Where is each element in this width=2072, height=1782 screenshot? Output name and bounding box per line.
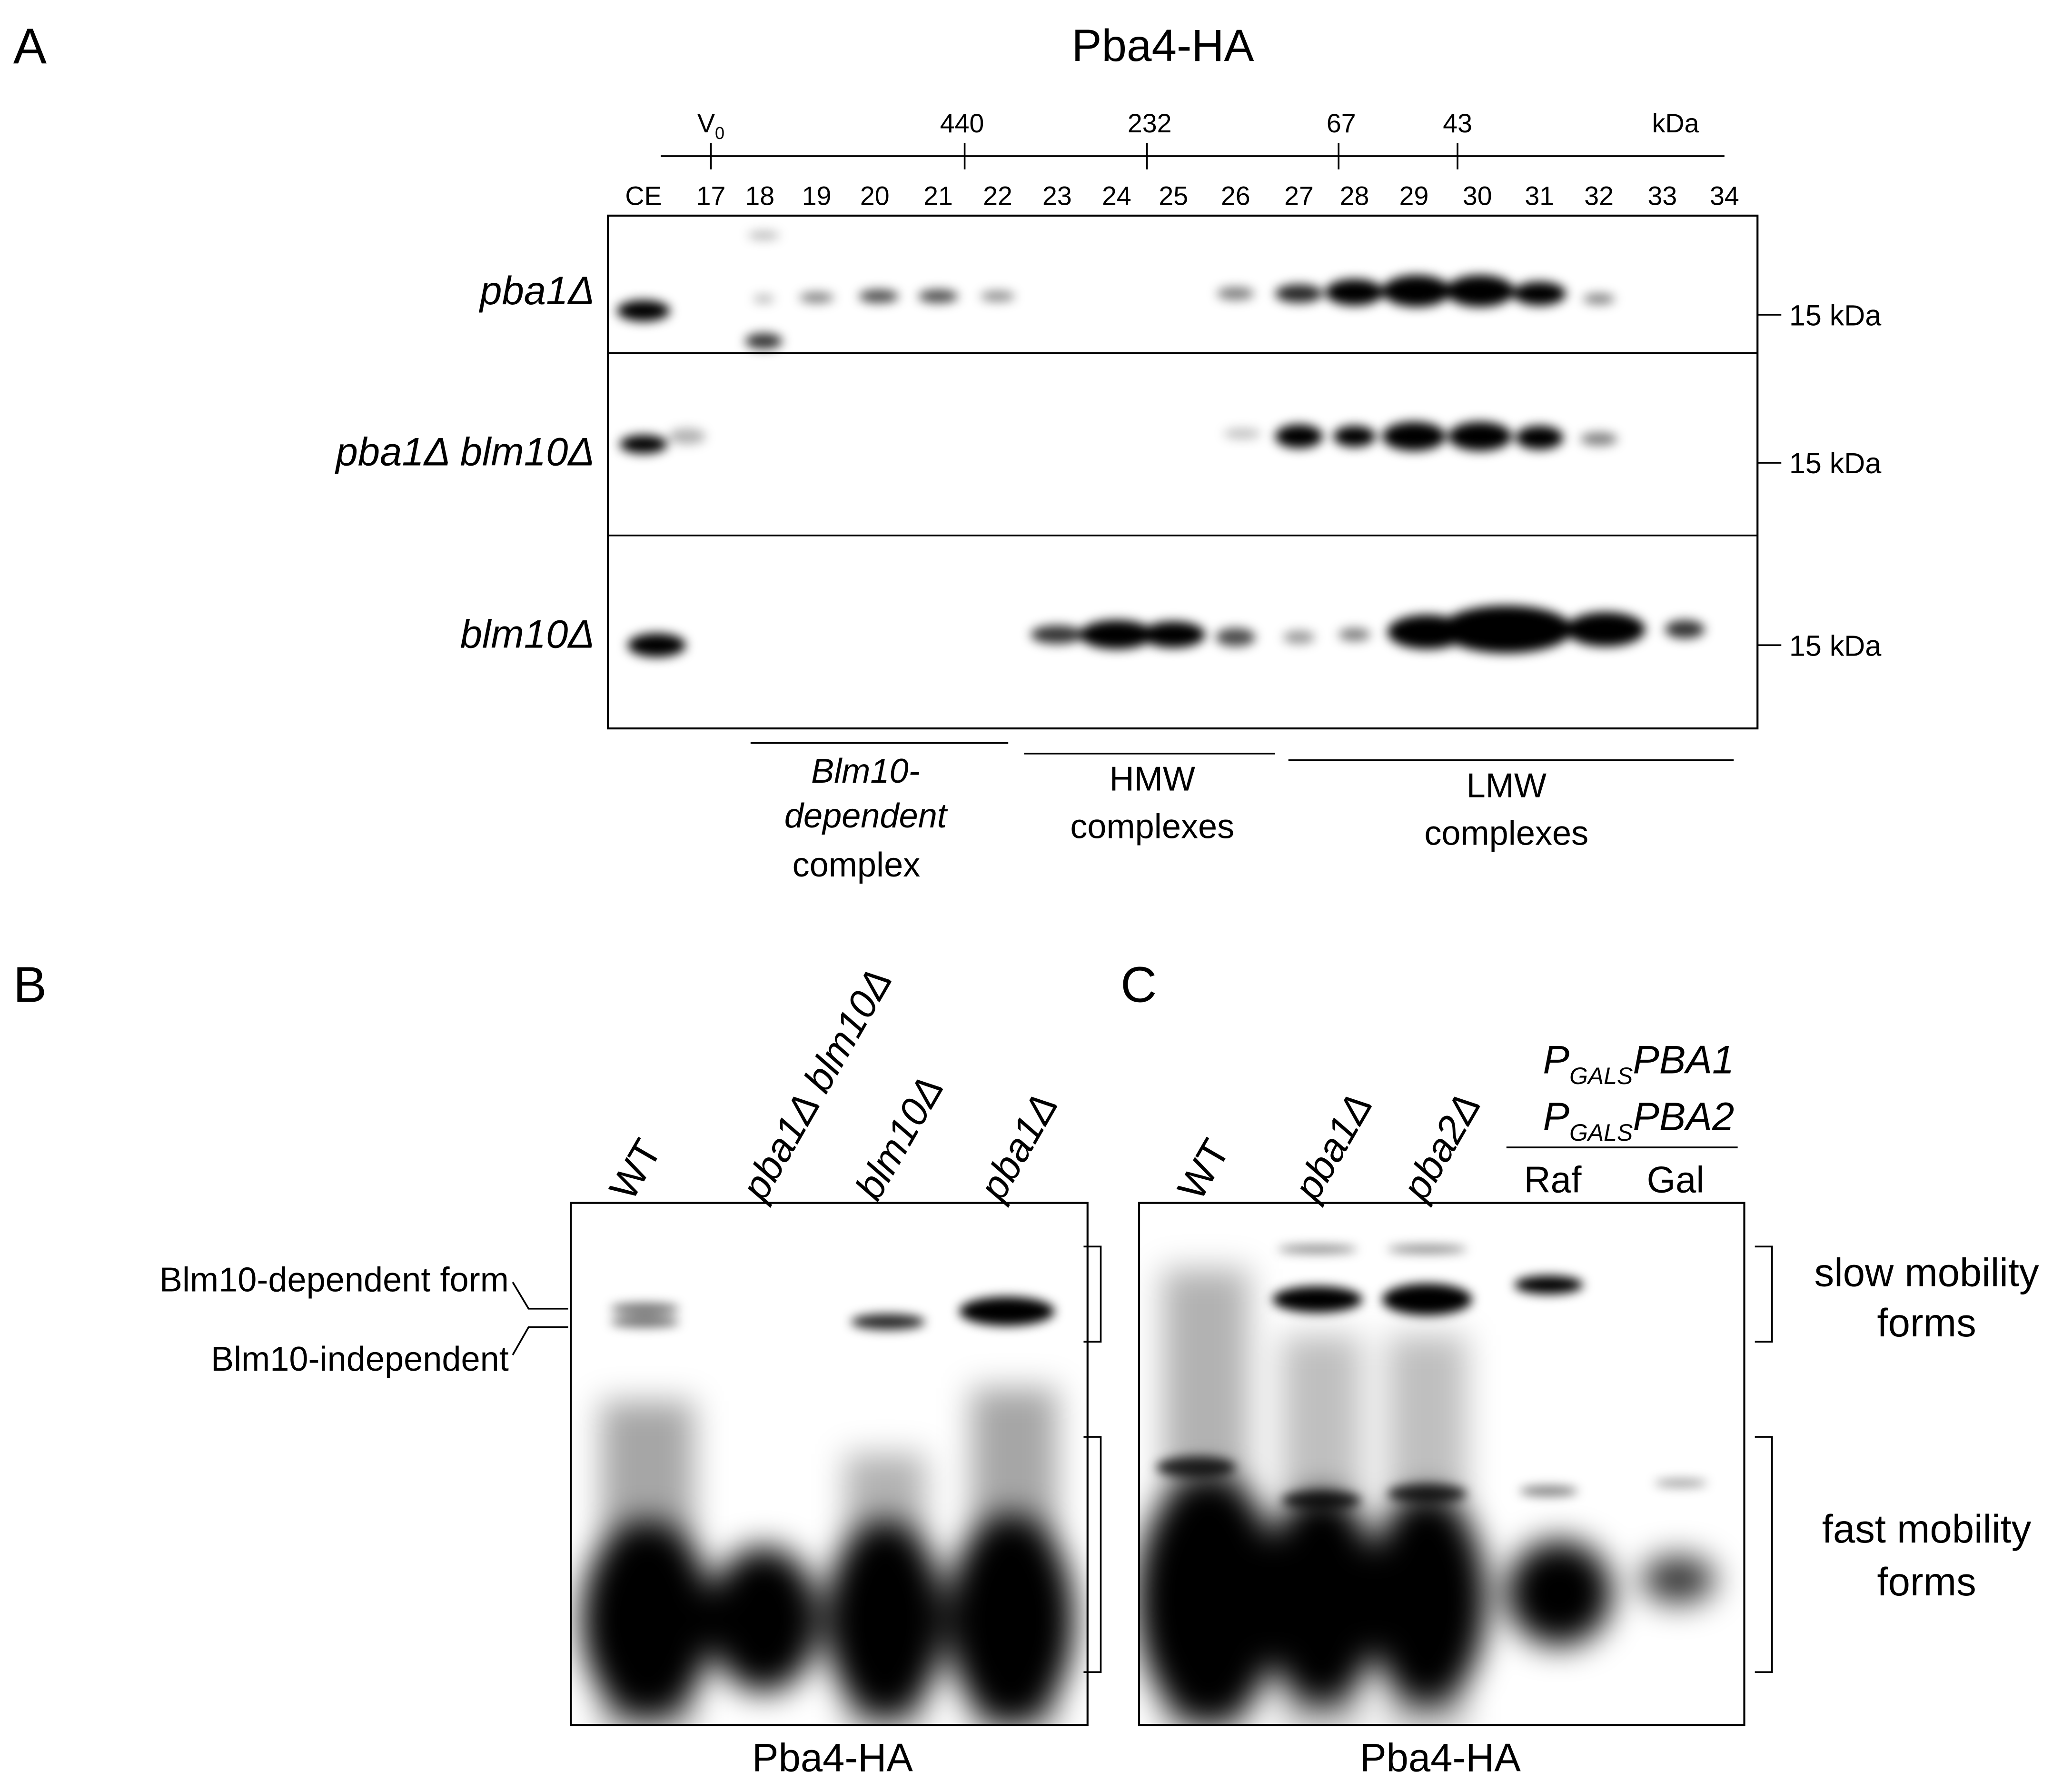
- lane-label: CE: [625, 181, 662, 211]
- lane-label: 23: [1042, 181, 1072, 211]
- bands: [1139, 1245, 1715, 1725]
- lane-label: pba1Δ: [1285, 1085, 1381, 1208]
- caption: Pba4-HA: [1360, 1735, 1521, 1780]
- marker-unit: kDa: [1652, 109, 1699, 138]
- connector: [512, 1326, 568, 1355]
- marker-label: 43: [1443, 109, 1472, 138]
- lane-label: 26: [1221, 181, 1250, 211]
- connector: [512, 1282, 568, 1310]
- lane-label: WT: [601, 1132, 670, 1207]
- group-label: complexes: [1424, 814, 1588, 852]
- lane-label: 31: [1525, 181, 1554, 211]
- marker-ticks: [710, 143, 1458, 169]
- lane-label: 30: [1463, 181, 1492, 211]
- lane-label: WT: [1169, 1132, 1238, 1207]
- band-label: Blm10-independent: [211, 1340, 509, 1378]
- panel-letter: C: [1120, 957, 1157, 1013]
- bracket: [1083, 1245, 1102, 1343]
- lane-label: 34: [1710, 181, 1739, 211]
- lane-label: pba2Δ: [1393, 1085, 1489, 1208]
- lane-label: 21: [923, 181, 953, 211]
- bracket: [1083, 1436, 1102, 1673]
- band-label: Blm10-dependent form: [159, 1261, 509, 1299]
- construct: PGALSPBA1: [1543, 1038, 1735, 1089]
- form-label: forms: [1877, 1301, 1976, 1345]
- group-label: HMW: [1110, 760, 1195, 798]
- group-label: complexes: [1070, 807, 1234, 846]
- panel-letter: B: [13, 957, 47, 1013]
- form-label: slow mobility: [1814, 1251, 2039, 1295]
- group-label: complex: [793, 846, 921, 884]
- blot: [606, 214, 1759, 730]
- row-label: blm10Δ: [460, 612, 595, 657]
- marker-label: V0: [697, 109, 724, 143]
- bracket: [1755, 1245, 1773, 1343]
- bracket: [1755, 1436, 1773, 1673]
- lane-label: 20: [860, 181, 890, 211]
- lane-label: 25: [1159, 181, 1188, 211]
- row-label: pba1Δ blm10Δ: [334, 430, 595, 474]
- size-label: 15 kDa: [1789, 447, 1882, 479]
- caption: Pba4-HA: [752, 1735, 913, 1780]
- marker-label: 67: [1327, 109, 1356, 138]
- title: Pba4-HA: [1072, 21, 1254, 71]
- lane-label: pba1Δ: [970, 1085, 1067, 1208]
- marker-label: 232: [1128, 109, 1172, 138]
- lane-label: 33: [1648, 181, 1677, 211]
- panel-letter: A: [13, 19, 47, 75]
- group-label: Blm10-: [811, 752, 920, 790]
- lane-label: 27: [1284, 181, 1314, 211]
- lane-label: blm10Δ: [846, 1068, 952, 1207]
- lane-label: 18: [745, 181, 774, 211]
- group-label: LMW: [1467, 767, 1547, 805]
- row-label: pba1Δ: [478, 269, 595, 313]
- construct: PGALSPBA2: [1543, 1095, 1735, 1146]
- lane-label: 29: [1399, 181, 1429, 211]
- lane-label: 24: [1102, 181, 1131, 211]
- condition: Raf: [1524, 1159, 1581, 1200]
- lane-label: 17: [696, 181, 726, 211]
- condition: Gal: [1647, 1159, 1705, 1200]
- size-label: 15 kDa: [1789, 629, 1882, 662]
- bands: [581, 1296, 1075, 1725]
- group-label: dependent: [784, 797, 948, 835]
- form-label: fast mobility: [1822, 1507, 2032, 1551]
- lane-label: 22: [983, 181, 1012, 211]
- size-label: 15 kDa: [1789, 299, 1882, 331]
- lane-label: 19: [802, 181, 832, 211]
- marker-label: 440: [940, 109, 984, 138]
- lane-label: 28: [1340, 181, 1369, 211]
- lane-label: 32: [1584, 181, 1614, 211]
- form-label: forms: [1877, 1560, 1976, 1604]
- bands: [617, 231, 1705, 657]
